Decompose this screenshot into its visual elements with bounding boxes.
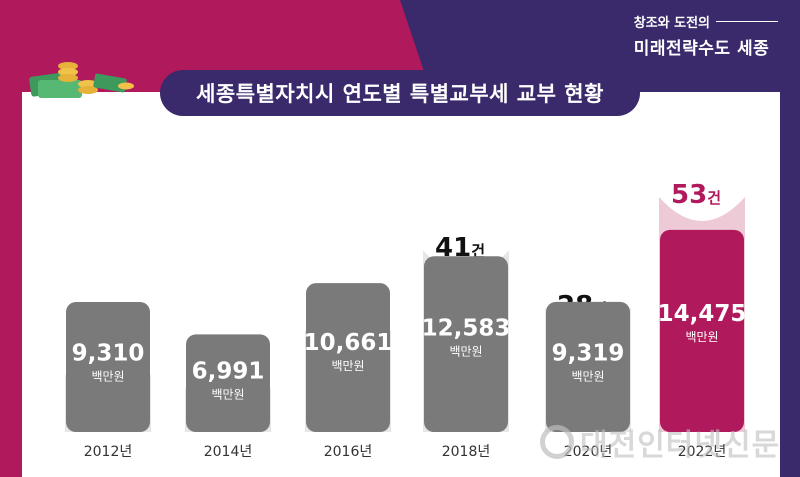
brand-rule — [716, 21, 778, 22]
brand-logo: 창조와 도전의 미래전략수도 세종 — [634, 12, 778, 59]
amount-value: 6,991 — [192, 358, 265, 384]
watermark-logo-icon — [540, 425, 574, 459]
amount-unit: 백만원 — [685, 330, 718, 344]
amount-bar — [424, 256, 508, 432]
watermark: 대전인터넷신문 — [540, 420, 780, 464]
year-tick-label: 2016년 — [324, 444, 373, 460]
amount-bar — [66, 302, 150, 432]
amount-unit: 백만원 — [331, 359, 364, 373]
amount-bar — [660, 229, 744, 432]
year-tick-label: 2012년 — [84, 444, 133, 460]
year-tick-label: 2018년 — [442, 444, 491, 460]
count-label: 53건 — [671, 180, 721, 210]
year-tick-label: 2020년 — [564, 444, 613, 460]
amount-value: 12,583 — [422, 315, 511, 341]
amount-value: 9,319 — [552, 340, 625, 366]
amount-bar — [546, 301, 630, 432]
year-tick-label: 2014년 — [204, 444, 253, 460]
amount-unit: 백만원 — [449, 344, 482, 358]
amount-unit: 백만원 — [571, 369, 604, 383]
chart-title: 세종특별자치시 연도별 특별교부세 교부 현황 — [160, 70, 640, 116]
amount-unit: 백만원 — [211, 387, 244, 401]
watermark-text: 대전인터넷신문 — [580, 428, 781, 463]
amount-bar — [186, 334, 270, 432]
amount-value: 14,475 — [658, 301, 747, 327]
year-tick-label: 2022년 — [678, 444, 727, 460]
amount-bar — [306, 283, 390, 432]
amount-value: 9,310 — [72, 341, 145, 367]
brand-line2: 미래전략수도 세종 — [633, 39, 770, 59]
brand-line1: 창조와 도전의 — [633, 16, 710, 31]
money-coins-icon — [28, 56, 138, 104]
amount-value: 10,661 — [304, 330, 393, 356]
amount-unit: 백만원 — [91, 370, 124, 384]
